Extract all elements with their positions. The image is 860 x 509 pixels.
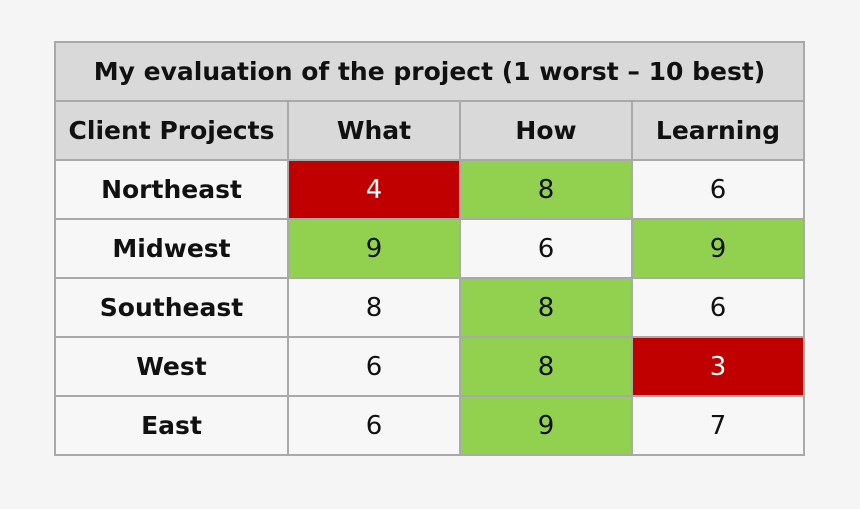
row-label: Northeast <box>54 159 289 220</box>
score-cell: 6 <box>287 336 461 397</box>
column-header-what: What <box>287 100 461 161</box>
score-cell: 9 <box>287 218 461 279</box>
score-cell: 6 <box>631 277 805 338</box>
evaluation-table: My evaluation of the project (1 worst – … <box>54 41 805 456</box>
score-cell: 4 <box>287 159 461 220</box>
row-label: Southeast <box>54 277 289 338</box>
score-cell: 8 <box>459 336 633 397</box>
table-title: My evaluation of the project (1 worst – … <box>54 41 805 102</box>
column-header-client-projects: Client Projects <box>54 100 289 161</box>
table-row: Southeast 8 8 6 <box>54 277 805 338</box>
score-cell: 9 <box>459 395 633 456</box>
row-label: West <box>54 336 289 397</box>
row-label: Midwest <box>54 218 289 279</box>
score-cell: 8 <box>459 277 633 338</box>
score-cell: 3 <box>631 336 805 397</box>
row-label: East <box>54 395 289 456</box>
table-row: Midwest 9 6 9 <box>54 218 805 279</box>
score-cell: 7 <box>631 395 805 456</box>
header-row: Client Projects What How Learning <box>54 100 805 161</box>
score-cell: 6 <box>631 159 805 220</box>
table-row: West 6 8 3 <box>54 336 805 397</box>
score-cell: 8 <box>287 277 461 338</box>
score-cell: 6 <box>287 395 461 456</box>
table-row: Northeast 4 8 6 <box>54 159 805 220</box>
score-cell: 8 <box>459 159 633 220</box>
column-header-how: How <box>459 100 633 161</box>
title-row: My evaluation of the project (1 worst – … <box>54 41 805 102</box>
column-header-learning: Learning <box>631 100 805 161</box>
score-cell: 9 <box>631 218 805 279</box>
score-cell: 6 <box>459 218 633 279</box>
table-row: East 6 9 7 <box>54 395 805 456</box>
